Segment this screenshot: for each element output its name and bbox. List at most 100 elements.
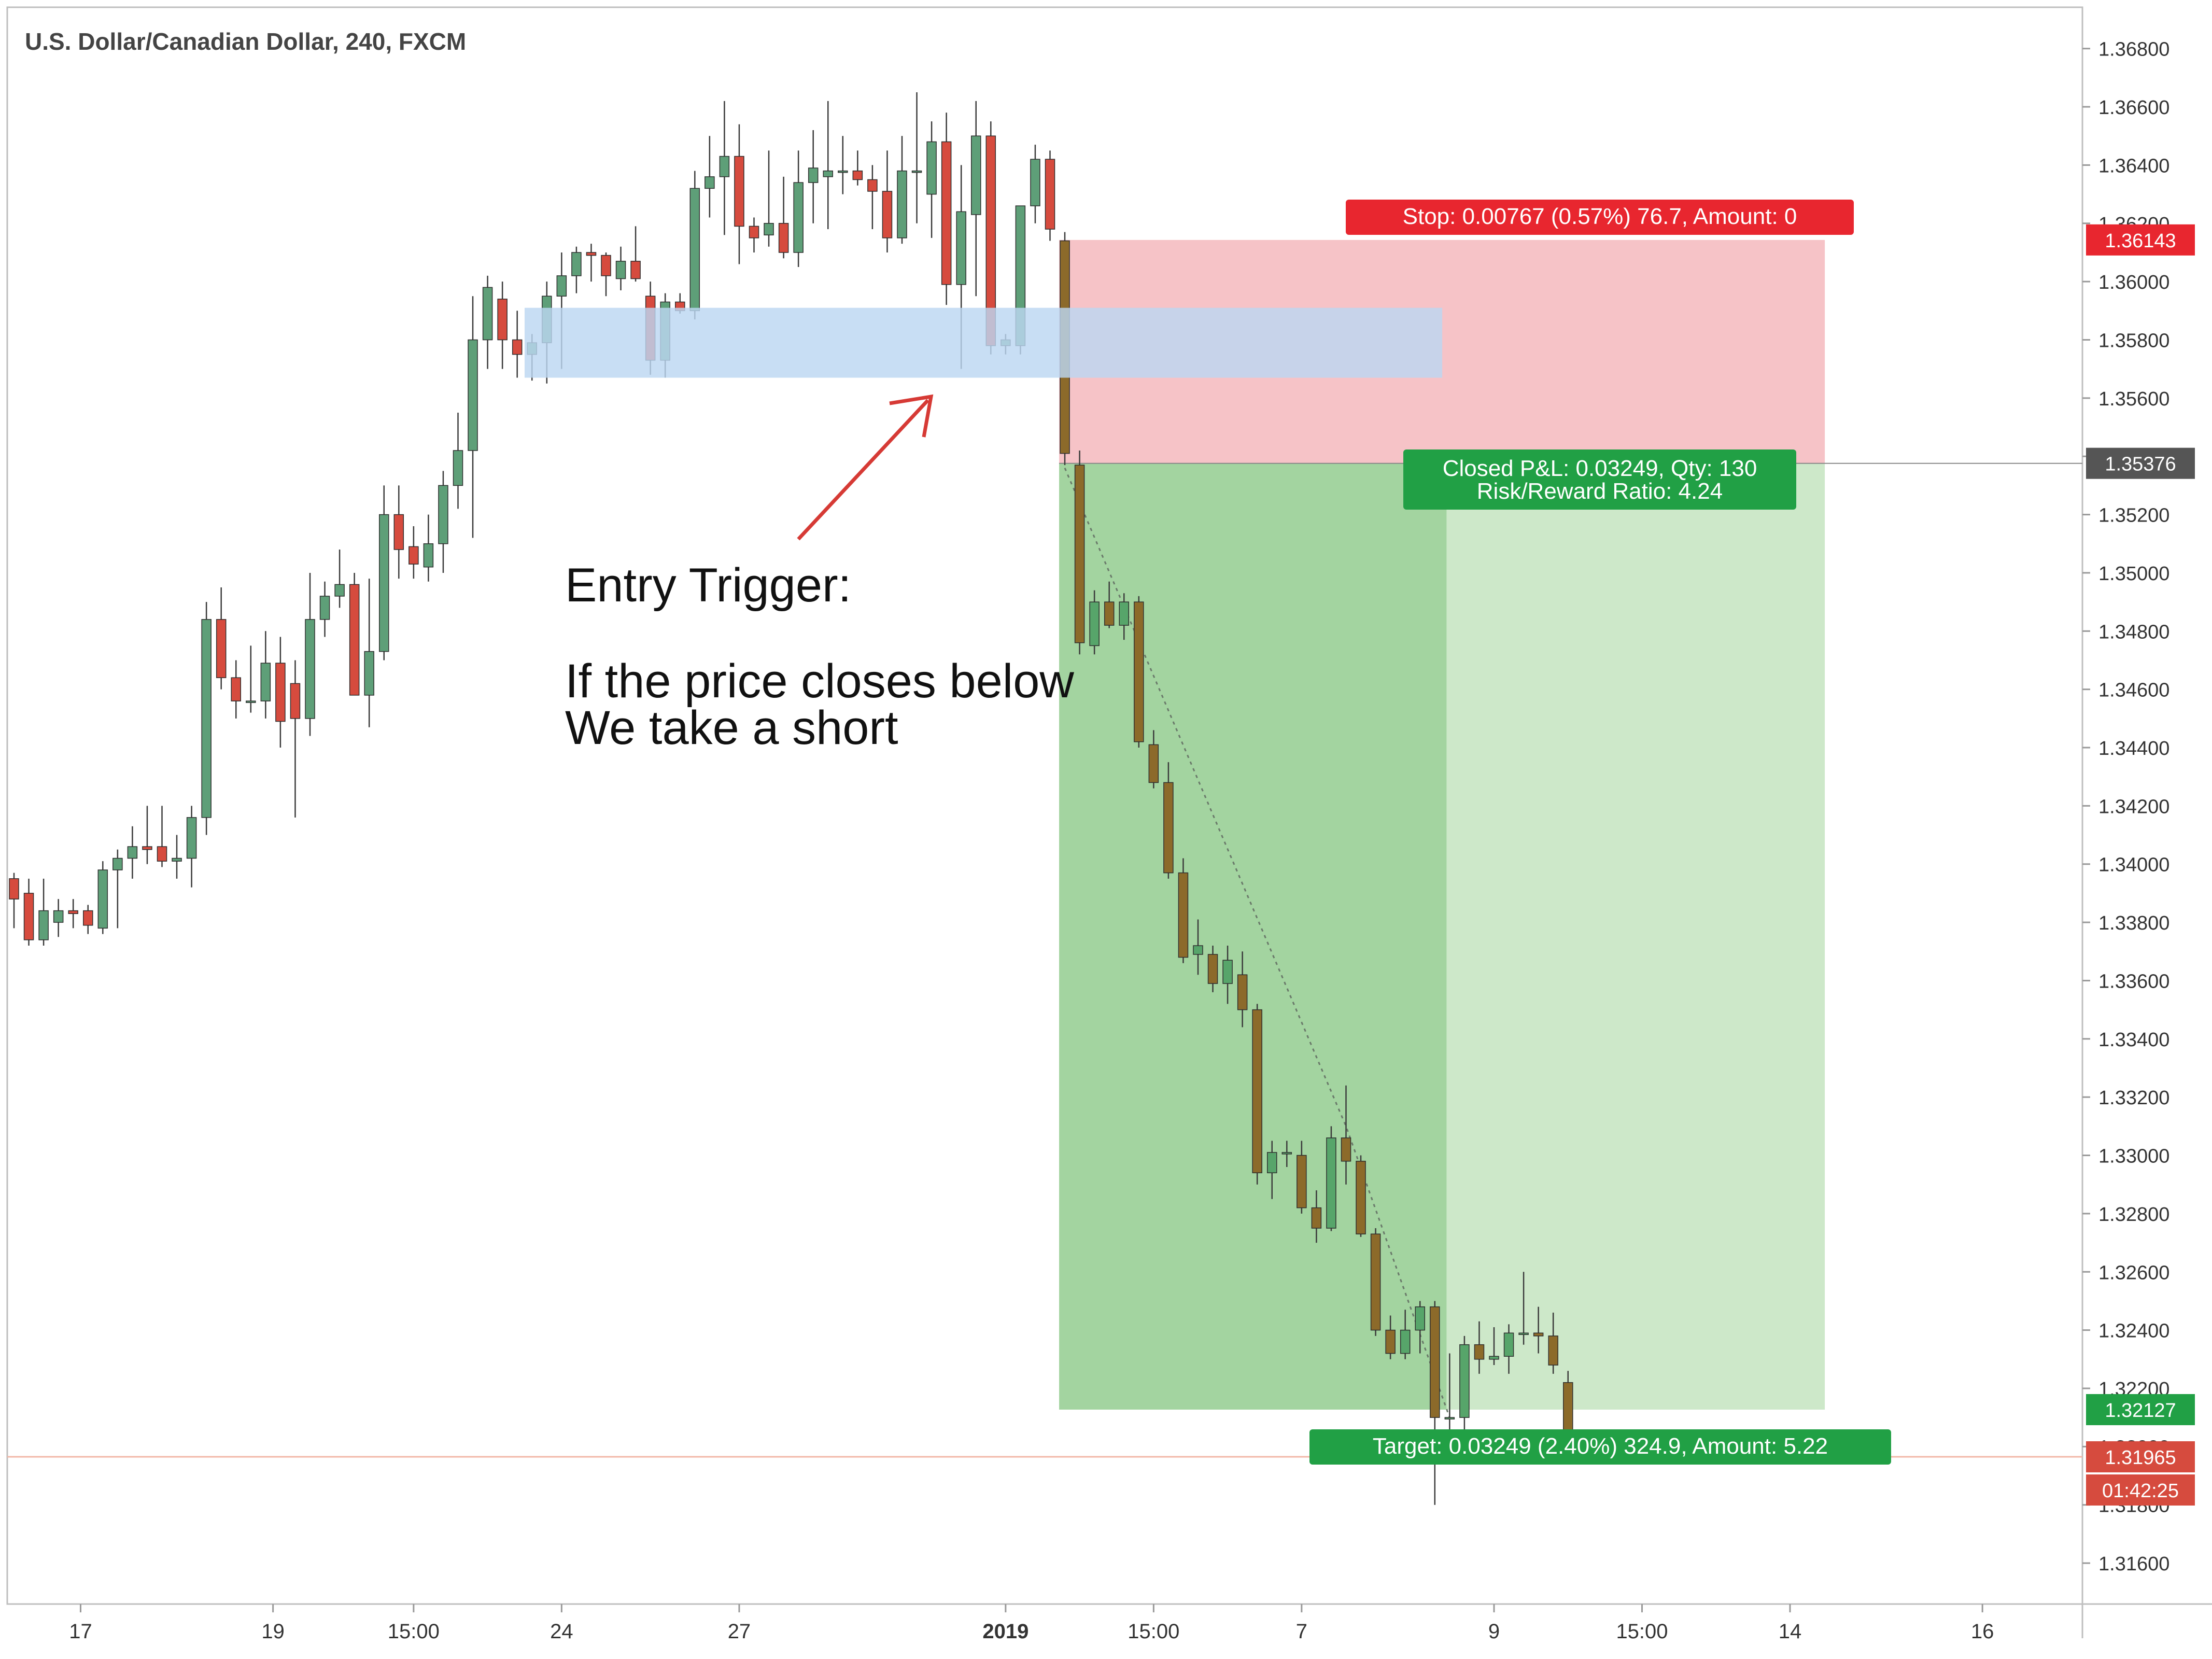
- candle-body: [1548, 1335, 1558, 1366]
- x-tick-label: 14: [1779, 1620, 1802, 1643]
- stop-label: Stop: 0.00767 (0.57%) 76.7, Amount: 0: [1403, 204, 1797, 229]
- target-badge[interactable]: [1309, 1429, 1891, 1465]
- candle-body: [349, 584, 360, 696]
- y-tick-label: 1.35000: [2098, 563, 2169, 585]
- candle-body: [1045, 159, 1055, 230]
- candle-body: [1089, 601, 1100, 646]
- candle-body: [1400, 1329, 1411, 1354]
- candle-body: [897, 170, 907, 238]
- y-tick-label: 1.32800: [2098, 1204, 2169, 1226]
- entry-trigger-zone: [524, 307, 1443, 378]
- y-tick-label: 1.34000: [2098, 854, 2169, 876]
- candle-body: [393, 514, 404, 550]
- candle-body: [852, 170, 863, 180]
- annotation-line-2: If the price closes below: [565, 655, 1074, 708]
- candle-body: [334, 584, 345, 597]
- candle-body: [246, 700, 256, 703]
- candle-body: [1459, 1344, 1470, 1418]
- candle-body: [53, 910, 64, 923]
- y-tick-label: 1.34800: [2098, 621, 2169, 643]
- y-tick-label: 1.36000: [2098, 272, 2169, 293]
- x-tick-label: 2019: [982, 1620, 1028, 1643]
- candle-body: [38, 910, 49, 940]
- candle-body: [157, 846, 167, 862]
- candle-body: [615, 261, 626, 279]
- price-tags: 1.36143 1.35376 1.32127 1.31965 01:42:25: [2086, 224, 2195, 1506]
- y-tick-label: 1.33400: [2098, 1029, 2169, 1051]
- annotation-line-3: We take a short: [565, 701, 898, 754]
- candle-body: [201, 619, 212, 818]
- entry-price-tag-text: 1.35376: [2105, 454, 2176, 475]
- annotation-line-1: Entry Trigger:: [565, 559, 851, 612]
- candle-body: [1503, 1332, 1514, 1357]
- y-tick-label: 1.35600: [2098, 388, 2169, 410]
- stop-price-tag-bg: [2086, 224, 2195, 256]
- profit-zone-realized: [1059, 463, 1447, 1410]
- candle-body: [1474, 1344, 1485, 1360]
- x-tick-label: 9: [1488, 1620, 1500, 1643]
- candle-body: [1533, 1332, 1544, 1337]
- entry-price-tag-bg: [2086, 447, 2195, 479]
- pnl-label-2: Risk/Reward Ratio: 4.24: [1477, 479, 1723, 504]
- candle-body: [749, 226, 759, 238]
- candle-body: [778, 223, 789, 253]
- x-tick-label: 17: [69, 1620, 92, 1643]
- candle-body: [1356, 1161, 1366, 1234]
- candle-body: [1341, 1137, 1351, 1162]
- x-tick-label: 19: [261, 1620, 285, 1643]
- candle-body: [512, 339, 523, 355]
- candle-body: [423, 543, 434, 568]
- candle-body: [1030, 159, 1040, 206]
- pnl-label-1: Closed P&L: 0.03249, Qty: 130: [1443, 456, 1757, 481]
- candle-body: [941, 141, 952, 285]
- y-tick-label: 1.32600: [2098, 1262, 2169, 1284]
- candle-body: [1252, 1009, 1262, 1173]
- candle-body: [911, 170, 922, 173]
- y-tick-label: 1.36800: [2098, 39, 2169, 61]
- candle-body: [571, 252, 582, 276]
- candle-body: [142, 846, 152, 850]
- candle-body: [823, 170, 833, 177]
- stop-badge[interactable]: [1346, 200, 1854, 235]
- candle-body: [1222, 960, 1233, 984]
- annotation-arrow-head: [889, 394, 934, 438]
- candle-body: [97, 869, 108, 929]
- candle-body: [838, 170, 848, 173]
- current-price-tag-bg: [2086, 1441, 2195, 1472]
- candle-body: [719, 156, 730, 177]
- price-axis[interactable]: [2083, 7, 2212, 1603]
- countdown-tag-bg: [2086, 1474, 2195, 1506]
- x-tick-label: 7: [1296, 1620, 1307, 1643]
- candle-body: [1518, 1332, 1529, 1335]
- candle-body: [971, 135, 981, 215]
- candle-body: [734, 156, 744, 227]
- candle-body: [689, 188, 700, 312]
- y-tick-label: 1.34600: [2098, 680, 2169, 701]
- x-tick-label: 16: [1971, 1620, 1994, 1643]
- x-tick-label: 15:00: [1128, 1620, 1179, 1643]
- y-tick-label: 1.33600: [2098, 971, 2169, 992]
- candle-body: [408, 546, 419, 565]
- candle-body: [468, 339, 478, 451]
- candle-body: [1326, 1137, 1336, 1229]
- y-tick-label: 1.34400: [2098, 738, 2169, 760]
- candle-body: [127, 846, 138, 859]
- y-tick-label: 1.36400: [2098, 155, 2169, 177]
- candle-body: [275, 663, 286, 722]
- candle-body: [438, 485, 448, 544]
- candle-body: [1119, 601, 1129, 626]
- candle-body: [808, 167, 819, 183]
- candle-body: [216, 619, 227, 678]
- candle-body: [364, 651, 374, 696]
- candle-body: [319, 596, 330, 620]
- pnl-badge[interactable]: [1403, 449, 1796, 510]
- candle-body: [1489, 1356, 1499, 1360]
- y-tick-label: 1.31600: [2098, 1553, 2169, 1575]
- candle-body: [1193, 945, 1203, 955]
- candle-body: [1163, 782, 1174, 874]
- target-price-tag-bg: [2086, 1394, 2195, 1425]
- candle-body: [1370, 1233, 1381, 1331]
- candle-body: [1074, 465, 1085, 643]
- candle-body: [556, 275, 567, 297]
